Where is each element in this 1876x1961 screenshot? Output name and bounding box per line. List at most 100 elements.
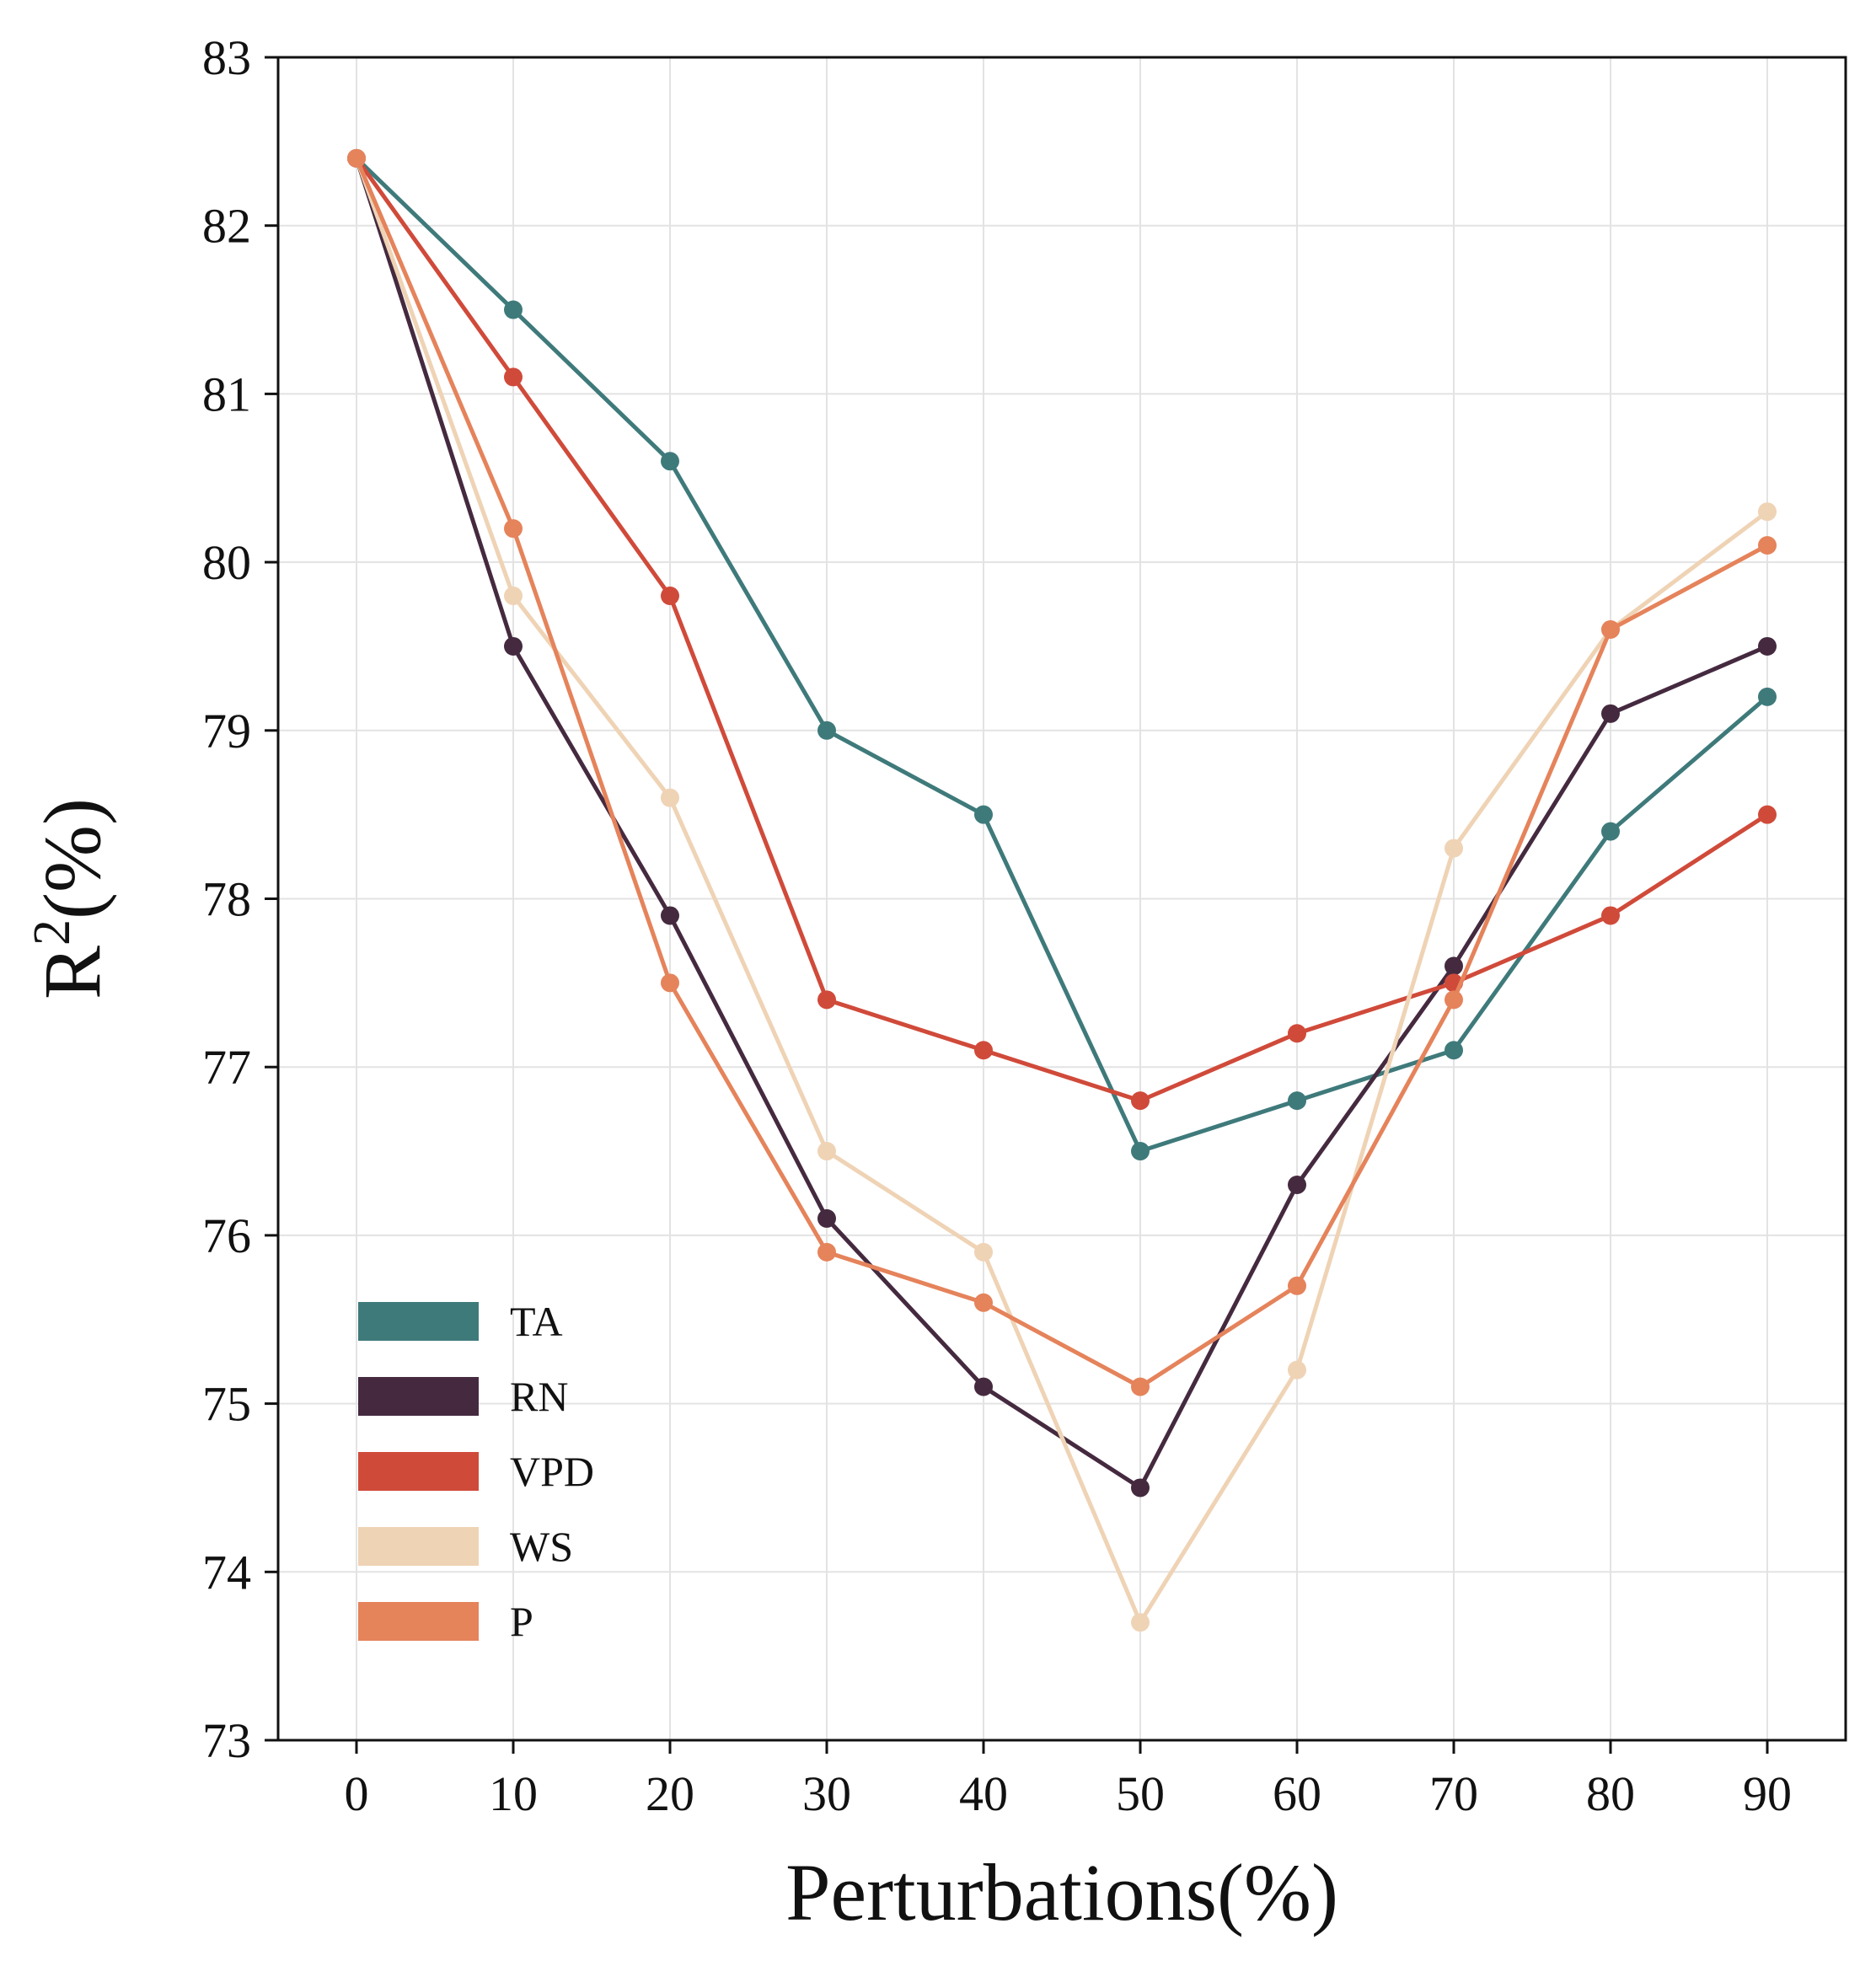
data-point-p	[347, 148, 366, 168]
legend-label: WS	[510, 1523, 573, 1570]
data-point-ta	[1288, 1091, 1306, 1111]
data-point-vpd	[974, 1041, 993, 1060]
y-axis-title: R2(%)	[24, 798, 117, 999]
data-point-vpd	[504, 367, 523, 387]
legend-item-vpd: VPD	[358, 1448, 594, 1495]
x-tick-label: 90	[1743, 1766, 1792, 1821]
y-tick-label: 80	[202, 535, 251, 590]
legend-label: VPD	[510, 1448, 594, 1495]
y-tick-label: 78	[202, 872, 251, 927]
data-point-vpd	[1288, 1024, 1306, 1043]
series-layer	[347, 148, 1777, 1632]
data-point-rn	[504, 636, 523, 656]
legend-swatch	[358, 1527, 479, 1566]
x-tick-label: 80	[1586, 1766, 1635, 1821]
data-point-p	[1288, 1276, 1306, 1295]
y-tick-label: 73	[202, 1713, 251, 1768]
x-tick-label: 40	[959, 1766, 1008, 1821]
data-point-vpd	[661, 587, 679, 606]
y-axis-title-unit: (%)	[27, 798, 117, 919]
legend-label: P	[510, 1598, 533, 1645]
y-tick-label: 74	[202, 1545, 251, 1599]
data-point-p	[661, 973, 679, 993]
y-tick-label: 79	[202, 704, 251, 758]
data-point-ta	[1131, 1142, 1150, 1161]
series-line-ta	[355, 157, 1769, 1154]
axis-ticks: 0 10 20 30 40 50 60 70 80 90 73 74 75 76 77 78 79 80 81 82 8…	[202, 30, 1792, 1821]
series-line-rn	[354, 158, 1768, 1490]
y-tick-label: 83	[202, 30, 251, 85]
series-p	[347, 148, 1777, 1396]
series-line-p	[354, 157, 1769, 1390]
legend-swatch	[358, 1602, 479, 1641]
data-point-p	[974, 1293, 993, 1312]
data-point-ta	[1601, 822, 1620, 841]
data-point-ta	[1445, 1041, 1463, 1060]
data-point-p	[1131, 1377, 1150, 1396]
legend-item-p: P	[358, 1598, 533, 1645]
data-point-ta	[661, 452, 679, 471]
data-point-vpd	[1758, 805, 1777, 824]
data-point-ta	[974, 805, 993, 824]
x-tick-label: 60	[1273, 1766, 1321, 1821]
data-point-rn	[1131, 1478, 1150, 1498]
legend-label: TA	[510, 1298, 563, 1345]
data-point-p	[817, 1242, 836, 1262]
data-point-vpd	[1601, 906, 1620, 925]
data-point-ws	[1758, 502, 1777, 522]
data-point-p	[1758, 536, 1777, 555]
data-point-ta	[817, 721, 836, 740]
y-axis-title-superscript: 2	[24, 919, 81, 946]
legend-swatch	[358, 1452, 479, 1491]
y-tick-label: 81	[202, 367, 251, 421]
legend-swatch	[358, 1377, 479, 1416]
data-point-ta	[1758, 687, 1777, 706]
x-tick-label: 10	[489, 1766, 538, 1821]
series-vpd	[347, 148, 1777, 1111]
data-point-ws	[1288, 1360, 1306, 1380]
data-point-p	[504, 519, 523, 538]
series-line-ws	[354, 157, 1769, 1625]
data-point-ws	[1445, 839, 1463, 858]
data-point-p	[1445, 990, 1463, 1010]
legend-label: RN	[510, 1373, 568, 1420]
y-tick-label: 76	[202, 1208, 251, 1263]
y-axis-title-base: R	[27, 946, 117, 999]
data-point-rn	[1288, 1175, 1306, 1194]
legend: TA RN VPD WS P	[358, 1298, 594, 1645]
data-point-rn	[1445, 956, 1463, 976]
grid	[278, 57, 1846, 1740]
data-point-ta	[504, 300, 523, 319]
x-tick-label: 70	[1429, 1766, 1478, 1821]
legend-item-rn: RN	[358, 1373, 568, 1420]
series-line-vpd	[354, 157, 1769, 1103]
data-point-ws	[1131, 1613, 1150, 1632]
x-tick-label: 0	[345, 1766, 369, 1821]
data-point-rn	[817, 1208, 836, 1228]
data-point-p	[1601, 619, 1620, 639]
data-point-rn	[974, 1377, 993, 1396]
data-point-rn	[1758, 636, 1777, 656]
x-tick-label: 50	[1116, 1766, 1165, 1821]
data-point-rn	[1601, 704, 1620, 723]
y-tick-label: 77	[202, 1040, 251, 1095]
y-tick-label: 75	[202, 1377, 251, 1432]
legend-swatch	[358, 1302, 479, 1341]
x-tick-label: 30	[802, 1766, 851, 1821]
data-point-ws	[974, 1242, 993, 1262]
series-ta	[347, 148, 1777, 1161]
data-point-rn	[661, 906, 679, 925]
legend-item-ws: WS	[358, 1523, 573, 1570]
legend-item-ta: TA	[358, 1298, 563, 1345]
data-point-vpd	[1131, 1091, 1150, 1111]
data-point-ws	[817, 1142, 836, 1161]
x-tick-label: 20	[646, 1766, 694, 1821]
data-point-ws	[504, 587, 523, 606]
data-point-ws	[661, 788, 679, 807]
x-axis-title: Perturbations(%)	[785, 1847, 1338, 1937]
series-rn	[347, 148, 1777, 1498]
data-point-vpd	[817, 990, 836, 1010]
y-tick-label: 82	[202, 199, 251, 254]
